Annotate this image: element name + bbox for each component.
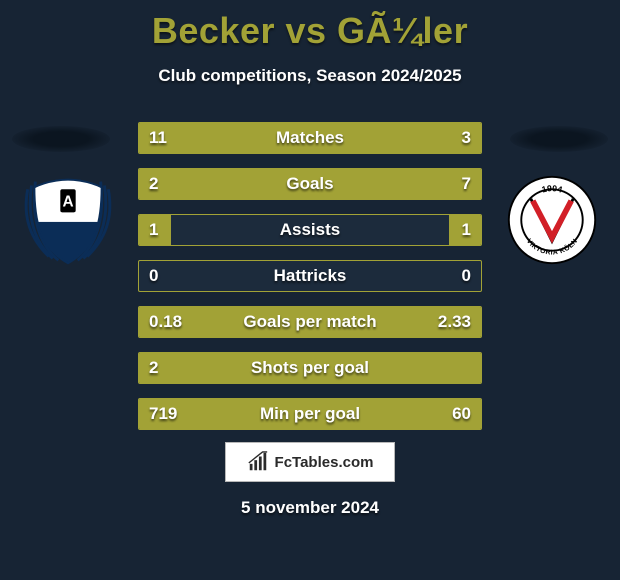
subtitle: Club competitions, Season 2024/2025	[0, 66, 620, 86]
bar-row: 2Shots per goal	[138, 352, 482, 384]
bar-value-left: 11	[149, 128, 167, 148]
shadow-ellipse-left	[12, 126, 110, 152]
bar-fill-left	[139, 353, 481, 383]
chart-icon	[247, 451, 269, 473]
bar-row: 27Goals	[138, 168, 482, 200]
team-crest-right: 1904 VIKTORIA KÖLN	[504, 172, 600, 268]
bar-fill-right	[164, 307, 481, 337]
bar-label: Hattricks	[139, 266, 481, 286]
bar-fill-right	[215, 169, 481, 199]
bar-label: Assists	[139, 220, 481, 240]
bar-value-left: 719	[149, 404, 177, 424]
bar-fill-left	[139, 123, 408, 153]
bar-row: 71960Min per goal	[138, 398, 482, 430]
team-crest-left: A	[20, 172, 116, 268]
page-title: Becker vs GÃ¼ler	[0, 0, 620, 52]
bar-row: 113Matches	[138, 122, 482, 154]
shadow-ellipse-right	[510, 126, 608, 152]
comparison-bars: 113Matches27Goals11Assists00Hattricks0.1…	[138, 122, 482, 444]
date-caption: 5 november 2024	[0, 498, 620, 518]
bar-value-right: 0	[462, 266, 471, 286]
bar-row: 0.182.33Goals per match	[138, 306, 482, 338]
svg-text:A: A	[62, 194, 73, 211]
bar-value-left: 0	[149, 266, 158, 286]
bar-value-left: 1	[149, 220, 158, 240]
bar-value-left: 0.18	[149, 312, 182, 332]
bar-value-right: 2.33	[438, 312, 471, 332]
brand-logo: FcTables.com	[225, 442, 395, 482]
bar-row: 0 0Hattricks	[138, 260, 482, 292]
bar-row: 1 1Assists	[138, 214, 482, 246]
bar-value-right: 3	[462, 128, 471, 148]
bar-value-right: 60	[452, 404, 471, 424]
bar-value-right: 1	[462, 220, 471, 240]
bar-value-right: 7	[462, 174, 471, 194]
brand-text: FcTables.com	[275, 454, 374, 471]
bar-value-left: 2	[149, 174, 158, 194]
bar-value-left: 2	[149, 358, 158, 378]
bar-fill-left	[139, 399, 404, 429]
